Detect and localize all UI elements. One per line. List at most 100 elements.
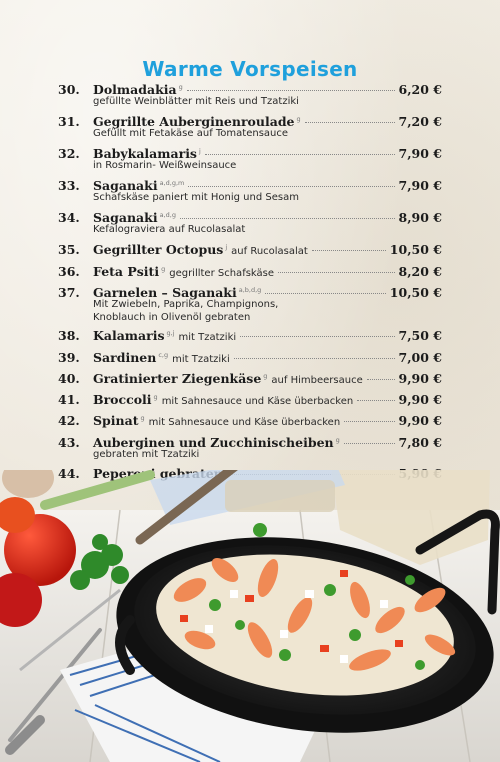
description-line: Schafskäse paniert mit Honig und Sesam xyxy=(93,192,299,203)
item-inline-description: mit Sahnesauce und Käse überbacken xyxy=(161,396,354,407)
allergen-codes: g xyxy=(140,414,145,422)
description-line: Knoblauch in Olivenöl gebraten xyxy=(93,311,251,323)
allergen-codes: g xyxy=(161,265,166,273)
dot-leader xyxy=(311,250,386,251)
allergen-codes: g xyxy=(153,393,158,401)
allergen-codes: g xyxy=(296,115,301,123)
item-name: Feta Psiti xyxy=(93,264,160,279)
item-line: Gegrillter Octopus j auf Rucolasalat 10,50 … xyxy=(93,242,442,257)
dot-leader xyxy=(343,443,395,444)
dot-leader xyxy=(233,358,395,359)
item-price: 8,90 € xyxy=(398,210,443,225)
item-name: Spinat xyxy=(93,413,139,428)
item-line: Spinat g mit Sahnesauce und Käse überbacke… xyxy=(93,413,442,428)
allergen-codes: c,g xyxy=(158,351,169,359)
item-inline-description: mit Tzatziki xyxy=(178,332,237,343)
description-line: gefüllte Weinblätter mit Reis und Tzatzi… xyxy=(93,96,299,107)
item-price: 8,20 € xyxy=(398,264,443,279)
item-description: Gefüllt mit Fetakäse auf Tomatensauce xyxy=(93,128,433,141)
item-price: 9,90 € xyxy=(398,413,443,428)
item-name: Gegrillter Octopus xyxy=(93,242,224,257)
item-line: Sardinen c,g mit Tzatziki 7,00 € xyxy=(93,350,442,365)
item-line: Feta Psiti g gegrillter Schafskäse 8,20 € xyxy=(93,264,442,279)
item-inline-description: mit Tzatziki xyxy=(172,354,230,365)
item-number: 30. xyxy=(58,82,80,97)
item-name: Kalamaris xyxy=(93,328,165,343)
item-line: Kalamaris g,j mit Tzatziki 7,50 € xyxy=(93,328,442,343)
item-number: 34. xyxy=(58,210,80,225)
item-inline-description: auf Himbeersauce xyxy=(271,375,363,386)
allergen-codes: j xyxy=(225,243,228,251)
item-name: Babykalamaris xyxy=(93,146,197,161)
allergen-codes: g xyxy=(335,436,340,444)
item-line: Garnelen – Saganaki a,b,d,g 10,50 € xyxy=(93,285,442,300)
item-number: 32. xyxy=(58,146,80,161)
item-name: Saganaki xyxy=(93,178,158,193)
item-line: Saganaki a,d,g,m 7,90 € xyxy=(93,178,442,193)
item-number: 31. xyxy=(58,114,80,129)
item-number: 40. xyxy=(58,371,80,386)
item-name: Auberginen und Zucchinischeiben xyxy=(93,435,334,450)
description-line: Gefüllt mit Fetakäse auf Tomatensauce xyxy=(93,128,289,139)
item-price: 10,50 € xyxy=(389,242,442,257)
dot-leader xyxy=(265,293,386,294)
item-line: Broccoli g mit Sahnesauce und Käse überbac… xyxy=(93,392,442,407)
item-line: Gratinierter Ziegenkäse g auf Himbeersauce… xyxy=(93,371,442,386)
item-number: 38. xyxy=(58,328,80,343)
item-number: 33. xyxy=(58,178,80,193)
item-name: Gratinierter Ziegenkäse xyxy=(93,371,262,386)
item-price: 7,00 € xyxy=(398,350,443,365)
dot-leader xyxy=(240,336,395,337)
description-line: Kefalograviera auf Rucolasalat xyxy=(93,224,246,235)
description-line: gebraten mit Tzatziki xyxy=(93,449,200,460)
item-line: Dolmadakia g 6,20 € xyxy=(93,82,442,97)
item-price: 9,90 € xyxy=(398,371,443,386)
item-number: 41. xyxy=(58,392,80,407)
dot-leader xyxy=(186,90,395,91)
item-name: Saganaki xyxy=(93,210,158,225)
allergen-codes: a,d,g,m xyxy=(159,179,185,187)
item-name: Gegrillte Auberginenroulade xyxy=(93,114,295,129)
dot-leader xyxy=(366,379,395,380)
allergen-codes: g xyxy=(178,83,183,91)
item-name: Sardinen xyxy=(93,350,157,365)
food-photo xyxy=(0,470,500,762)
item-price: 6,20 € xyxy=(398,82,443,97)
item-number: 42. xyxy=(58,413,80,428)
item-line: Babykalamaris j 7,90 € xyxy=(93,146,442,161)
item-description: Kefalograviera auf Rucolasalat xyxy=(93,224,433,237)
allergen-codes: g,j xyxy=(166,329,175,337)
description-line: in Rosmarin- Weißweinsauce xyxy=(93,160,237,171)
item-line: Auberginen und Zucchinischeiben g 7,80 € xyxy=(93,435,442,450)
dot-leader xyxy=(344,421,395,422)
allergen-codes: a,b,d,g xyxy=(238,286,262,294)
item-inline-description: gegrillter Schafskäse xyxy=(169,268,275,279)
section-title: Warme Vorspeisen xyxy=(142,57,358,81)
item-price: 7,80 € xyxy=(398,435,443,450)
item-line: Saganaki a,d,g 8,90 € xyxy=(93,210,442,225)
item-description: in Rosmarin- Weißweinsauce xyxy=(93,160,433,173)
item-number: 37. xyxy=(58,285,80,300)
allergen-codes: a,d,g xyxy=(159,211,176,219)
item-number: 43. xyxy=(58,435,80,450)
item-price: 7,90 € xyxy=(398,178,443,193)
dot-leader xyxy=(278,272,395,273)
item-number: 44. xyxy=(58,466,80,481)
item-name: Broccoli xyxy=(93,392,152,407)
dot-leader xyxy=(304,122,395,123)
item-inline-description: mit Sahnesauce und Käse überbacken xyxy=(148,417,341,428)
allergen-codes: g xyxy=(263,372,268,380)
description-line: Mit Zwiebeln, Paprika, Champignons, xyxy=(93,299,279,310)
item-inline-description: auf Rucolasalat xyxy=(231,246,308,257)
item-description: gefüllte Weinblätter mit Reis und Tzatzi… xyxy=(93,96,433,109)
item-price: 9,90 € xyxy=(398,392,443,407)
item-description: Schafskäse paniert mit Honig und Sesam xyxy=(93,192,433,205)
item-line: Gegrillte Auberginenroulade g 7,20 € xyxy=(93,114,442,129)
item-number: 36. xyxy=(58,264,80,279)
item-number: 39. xyxy=(58,350,80,365)
item-number: 35. xyxy=(58,242,80,257)
dot-leader xyxy=(188,186,395,187)
dot-leader xyxy=(179,218,395,219)
item-description: gebraten mit Tzatziki xyxy=(93,449,433,462)
item-name: Garnelen – Saganaki xyxy=(93,285,237,300)
